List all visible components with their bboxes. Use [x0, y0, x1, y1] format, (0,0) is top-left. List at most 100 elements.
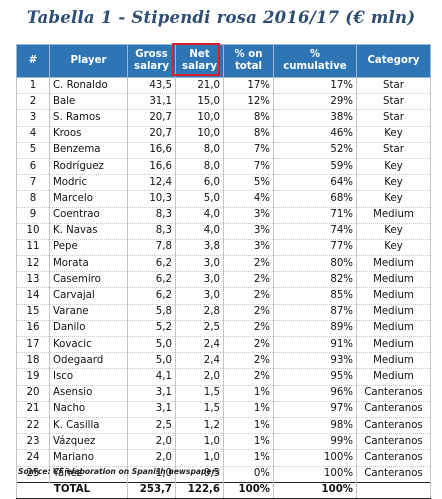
- cell-net-salary: 1,2: [175, 417, 224, 435]
- table-row: 1 C. Ronaldo 43,5 21,0 17% 17% Star: [16, 77, 431, 95]
- table-row: 11 Pepe 7,8 3,8 3% 77% Key: [16, 239, 431, 257]
- table-row: 7 Modric 12,4 6,0 5% 64% Key: [16, 174, 431, 192]
- header-gross-line2: salary: [134, 61, 169, 72]
- table-row: 5 Benzema 16,6 8,0 7% 52% Star: [16, 142, 431, 159]
- header-pct-line1: % on: [234, 49, 263, 60]
- cell-pct-cumulative: 93%: [273, 352, 357, 370]
- table-row: 25 Yáñez 1,0 0,5 0% 100% Canteranos: [16, 466, 431, 483]
- table-row: 2 Bale 31,1 15,0 12% 29% Star: [16, 93, 431, 111]
- cell-num: 17: [16, 336, 50, 354]
- header-pct-total: % on total: [223, 44, 274, 78]
- cell-category: Key: [356, 190, 431, 208]
- cell-category: Key: [356, 174, 431, 192]
- header-net-line1: Net: [189, 49, 210, 60]
- cell-num: 18: [16, 352, 50, 370]
- cell-category: Medium: [356, 271, 431, 289]
- cell-gross-salary: 5,8: [127, 304, 176, 321]
- header-cum-line2: cumulative: [283, 61, 347, 72]
- cell-pct-total: 2%: [223, 352, 274, 370]
- cell-player: Coentrao: [49, 207, 128, 224]
- cell-pct-total: 2%: [223, 320, 274, 338]
- cell-category: Medium: [356, 352, 431, 370]
- cell-category: Canteranos: [356, 449, 431, 467]
- cell-gross-salary: 3,1: [127, 385, 176, 402]
- cell-num: 7: [16, 174, 50, 192]
- table-row: 18 Odegaard 5,0 2,4 2% 93% Medium: [16, 352, 431, 370]
- cell-category: Medium: [356, 255, 431, 273]
- table-row: 16 Danilo 5,2 2,5 2% 89% Medium: [16, 320, 431, 338]
- cell-gross-salary: 5,0: [127, 352, 176, 370]
- table-row: 6 Rodríguez 16,6 8,0 7% 59% Key: [16, 158, 431, 176]
- cell-net-salary: 1,5: [175, 385, 224, 402]
- table-row: 22 K. Casilla 2,5 1,2 1% 98% Canteranos: [16, 417, 431, 435]
- total-cum: 100%: [273, 481, 357, 499]
- cell-num: 14: [16, 287, 50, 305]
- cell-pct-cumulative: 52%: [273, 142, 357, 159]
- header-pct-cumulative: % cumulative: [273, 44, 357, 78]
- cell-pct-cumulative: 89%: [273, 320, 357, 338]
- cell-player: Bale: [49, 93, 128, 111]
- cell-pct-cumulative: 99%: [273, 433, 357, 451]
- table-row: 12 Morata 6,2 3,0 2% 80% Medium: [16, 255, 431, 273]
- cell-pct-total: 4%: [223, 190, 274, 208]
- cell-category: Star: [356, 77, 431, 95]
- cell-pct-total: 1%: [223, 433, 274, 451]
- cell-pct-total: 17%: [223, 77, 274, 95]
- cell-num: 24: [16, 449, 50, 467]
- cell-net-salary: 4,0: [175, 223, 224, 240]
- cell-net-salary: 6,0: [175, 174, 224, 192]
- cell-pct-cumulative: 91%: [273, 336, 357, 354]
- cell-gross-salary: 2,0: [127, 449, 176, 467]
- total-label: TOTAL: [16, 481, 128, 499]
- cell-player: Rodríguez: [49, 158, 128, 176]
- cell-num: 15: [16, 304, 50, 321]
- header-net-salary: Net salary: [175, 44, 224, 78]
- cell-gross-salary: 3,1: [127, 401, 176, 418]
- cell-net-salary: 4,0: [175, 207, 224, 224]
- table-row: 17 Kovacic 5,0 2,4 2% 91% Medium: [16, 336, 431, 354]
- cell-gross-salary: 6,2: [127, 287, 176, 305]
- cell-category: Medium: [356, 320, 431, 338]
- cell-num: 19: [16, 368, 50, 386]
- header-gross-salary: Gross salary: [127, 44, 176, 78]
- cell-gross-salary: 7,8: [127, 239, 176, 257]
- header-category: Category: [356, 44, 431, 78]
- header-pct-line2: total: [234, 61, 263, 72]
- cell-num: 3: [16, 109, 50, 127]
- cell-pct-cumulative: 77%: [273, 239, 357, 257]
- table-row: 24 Mariano 2,0 1,0 1% 100% Canteranos: [16, 449, 431, 467]
- cell-net-salary: 3,0: [175, 287, 224, 305]
- table-row: 3 S. Ramos 20,7 10,0 8% 38% Star: [16, 109, 431, 127]
- cell-net-salary: 15,0: [175, 93, 224, 111]
- cell-pct-total: 1%: [223, 449, 274, 467]
- cell-category: Star: [356, 109, 431, 127]
- cell-gross-salary: 16,6: [127, 158, 176, 176]
- table-row: 23 Vázquez 2,0 1,0 1% 99% Canteranos: [16, 433, 431, 451]
- cell-pct-total: 12%: [223, 93, 274, 111]
- cell-gross-salary: 2,5: [127, 417, 176, 435]
- cell-category: Canteranos: [356, 433, 431, 451]
- cell-category: Medium: [356, 287, 431, 305]
- cell-player: Varane: [49, 304, 128, 321]
- cell-player: Kroos: [49, 126, 128, 143]
- cell-gross-salary: 8,3: [127, 207, 176, 224]
- cell-pct-total: 3%: [223, 207, 274, 224]
- table-row: 8 Marcelo 10,3 5,0 4% 68% Key: [16, 190, 431, 208]
- cell-num: 13: [16, 271, 50, 289]
- cell-net-salary: 3,0: [175, 271, 224, 289]
- table-row: 9 Coentrao 8,3 4,0 3% 71% Medium: [16, 207, 431, 224]
- cell-net-salary: 8,0: [175, 158, 224, 176]
- cell-pct-total: 2%: [223, 336, 274, 354]
- cell-net-salary: 5,0: [175, 190, 224, 208]
- cell-player: Mariano: [49, 449, 128, 467]
- cell-player: Vázquez: [49, 433, 128, 451]
- cell-category: Key: [356, 223, 431, 240]
- total-net: 122,6: [175, 481, 224, 499]
- cell-gross-salary: 5,0: [127, 336, 176, 354]
- cell-player: Odegaard: [49, 352, 128, 370]
- table-body: 1 C. Ronaldo 43,5 21,0 17% 17% Star 2 Bale 31,1 15…: [16, 77, 431, 483]
- cell-pct-cumulative: 46%: [273, 126, 357, 143]
- cell-pct-total: 1%: [223, 417, 274, 435]
- cell-num: 20: [16, 385, 50, 402]
- cell-gross-salary: 20,7: [127, 109, 176, 127]
